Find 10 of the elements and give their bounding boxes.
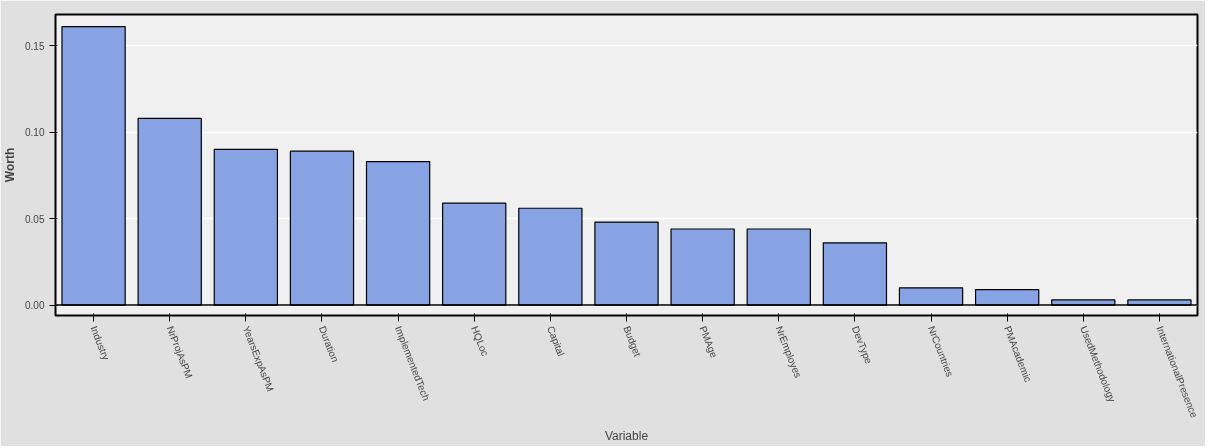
x-tick-label: Budget bbox=[621, 324, 644, 359]
x-tick-label: Capital bbox=[545, 324, 567, 358]
x-axis-title: Variable bbox=[604, 429, 649, 444]
y-tick-label: 0.10 bbox=[25, 127, 45, 139]
x-tick-label: PMAge bbox=[697, 324, 720, 360]
x-tick-label: HQLoc bbox=[469, 324, 491, 358]
y-axis-title: Worth bbox=[3, 147, 18, 183]
y-tick-label: 0.00 bbox=[25, 300, 45, 312]
y-tick-label: 0.05 bbox=[25, 213, 45, 225]
y-tick-label: 0.15 bbox=[25, 40, 45, 52]
